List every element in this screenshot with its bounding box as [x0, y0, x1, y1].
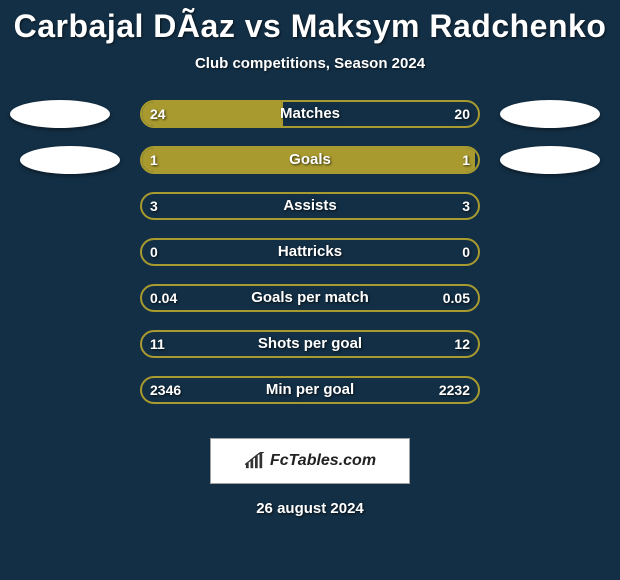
stat-bar-track — [140, 238, 480, 266]
stat-bar-track — [140, 192, 480, 220]
stat-bar-track — [140, 146, 480, 174]
page-title: Carbajal DÃ­az vs Maksym Radchenko — [0, 0, 620, 45]
player-marker-ellipse — [500, 146, 600, 174]
stat-value-left: 1 — [150, 146, 158, 174]
stat-value-left: 3 — [150, 192, 158, 220]
stat-row: Hattricks00 — [0, 238, 620, 284]
footer-brand-text: FcTables.com — [270, 452, 376, 470]
stat-value-right: 1 — [462, 146, 470, 174]
page-subtitle: Club competitions, Season 2024 — [0, 55, 620, 72]
chart-icon — [244, 452, 266, 470]
stat-value-left: 11 — [150, 330, 165, 358]
stat-value-right: 20 — [454, 100, 470, 128]
stat-bar-fill-left — [142, 148, 475, 172]
stat-bar-track — [140, 376, 480, 404]
stat-row: Min per goal23462232 — [0, 376, 620, 422]
stat-value-left: 0.04 — [150, 284, 177, 312]
stat-value-left: 2346 — [150, 376, 181, 404]
stat-bar-track — [140, 284, 480, 312]
stat-value-left: 0 — [150, 238, 158, 266]
stat-value-right: 3 — [462, 192, 470, 220]
player-marker-ellipse — [20, 146, 120, 174]
player-marker-ellipse — [10, 100, 110, 128]
stat-bar-track — [140, 100, 480, 128]
stats-container: Matches2420Goals11Assists33Hattricks00Go… — [0, 100, 620, 422]
stat-row: Goals per match0.040.05 — [0, 284, 620, 330]
stat-value-right: 2232 — [439, 376, 470, 404]
stat-value-right: 12 — [454, 330, 470, 358]
stat-value-right: 0.05 — [443, 284, 470, 312]
stat-value-left: 24 — [150, 100, 166, 128]
footer-brand-box: FcTables.com — [210, 438, 410, 484]
page-date: 26 august 2024 — [0, 500, 620, 517]
stat-row: Assists33 — [0, 192, 620, 238]
stat-row: Shots per goal1112 — [0, 330, 620, 376]
player-marker-ellipse — [500, 100, 600, 128]
stat-bar-track — [140, 330, 480, 358]
stat-value-right: 0 — [462, 238, 470, 266]
